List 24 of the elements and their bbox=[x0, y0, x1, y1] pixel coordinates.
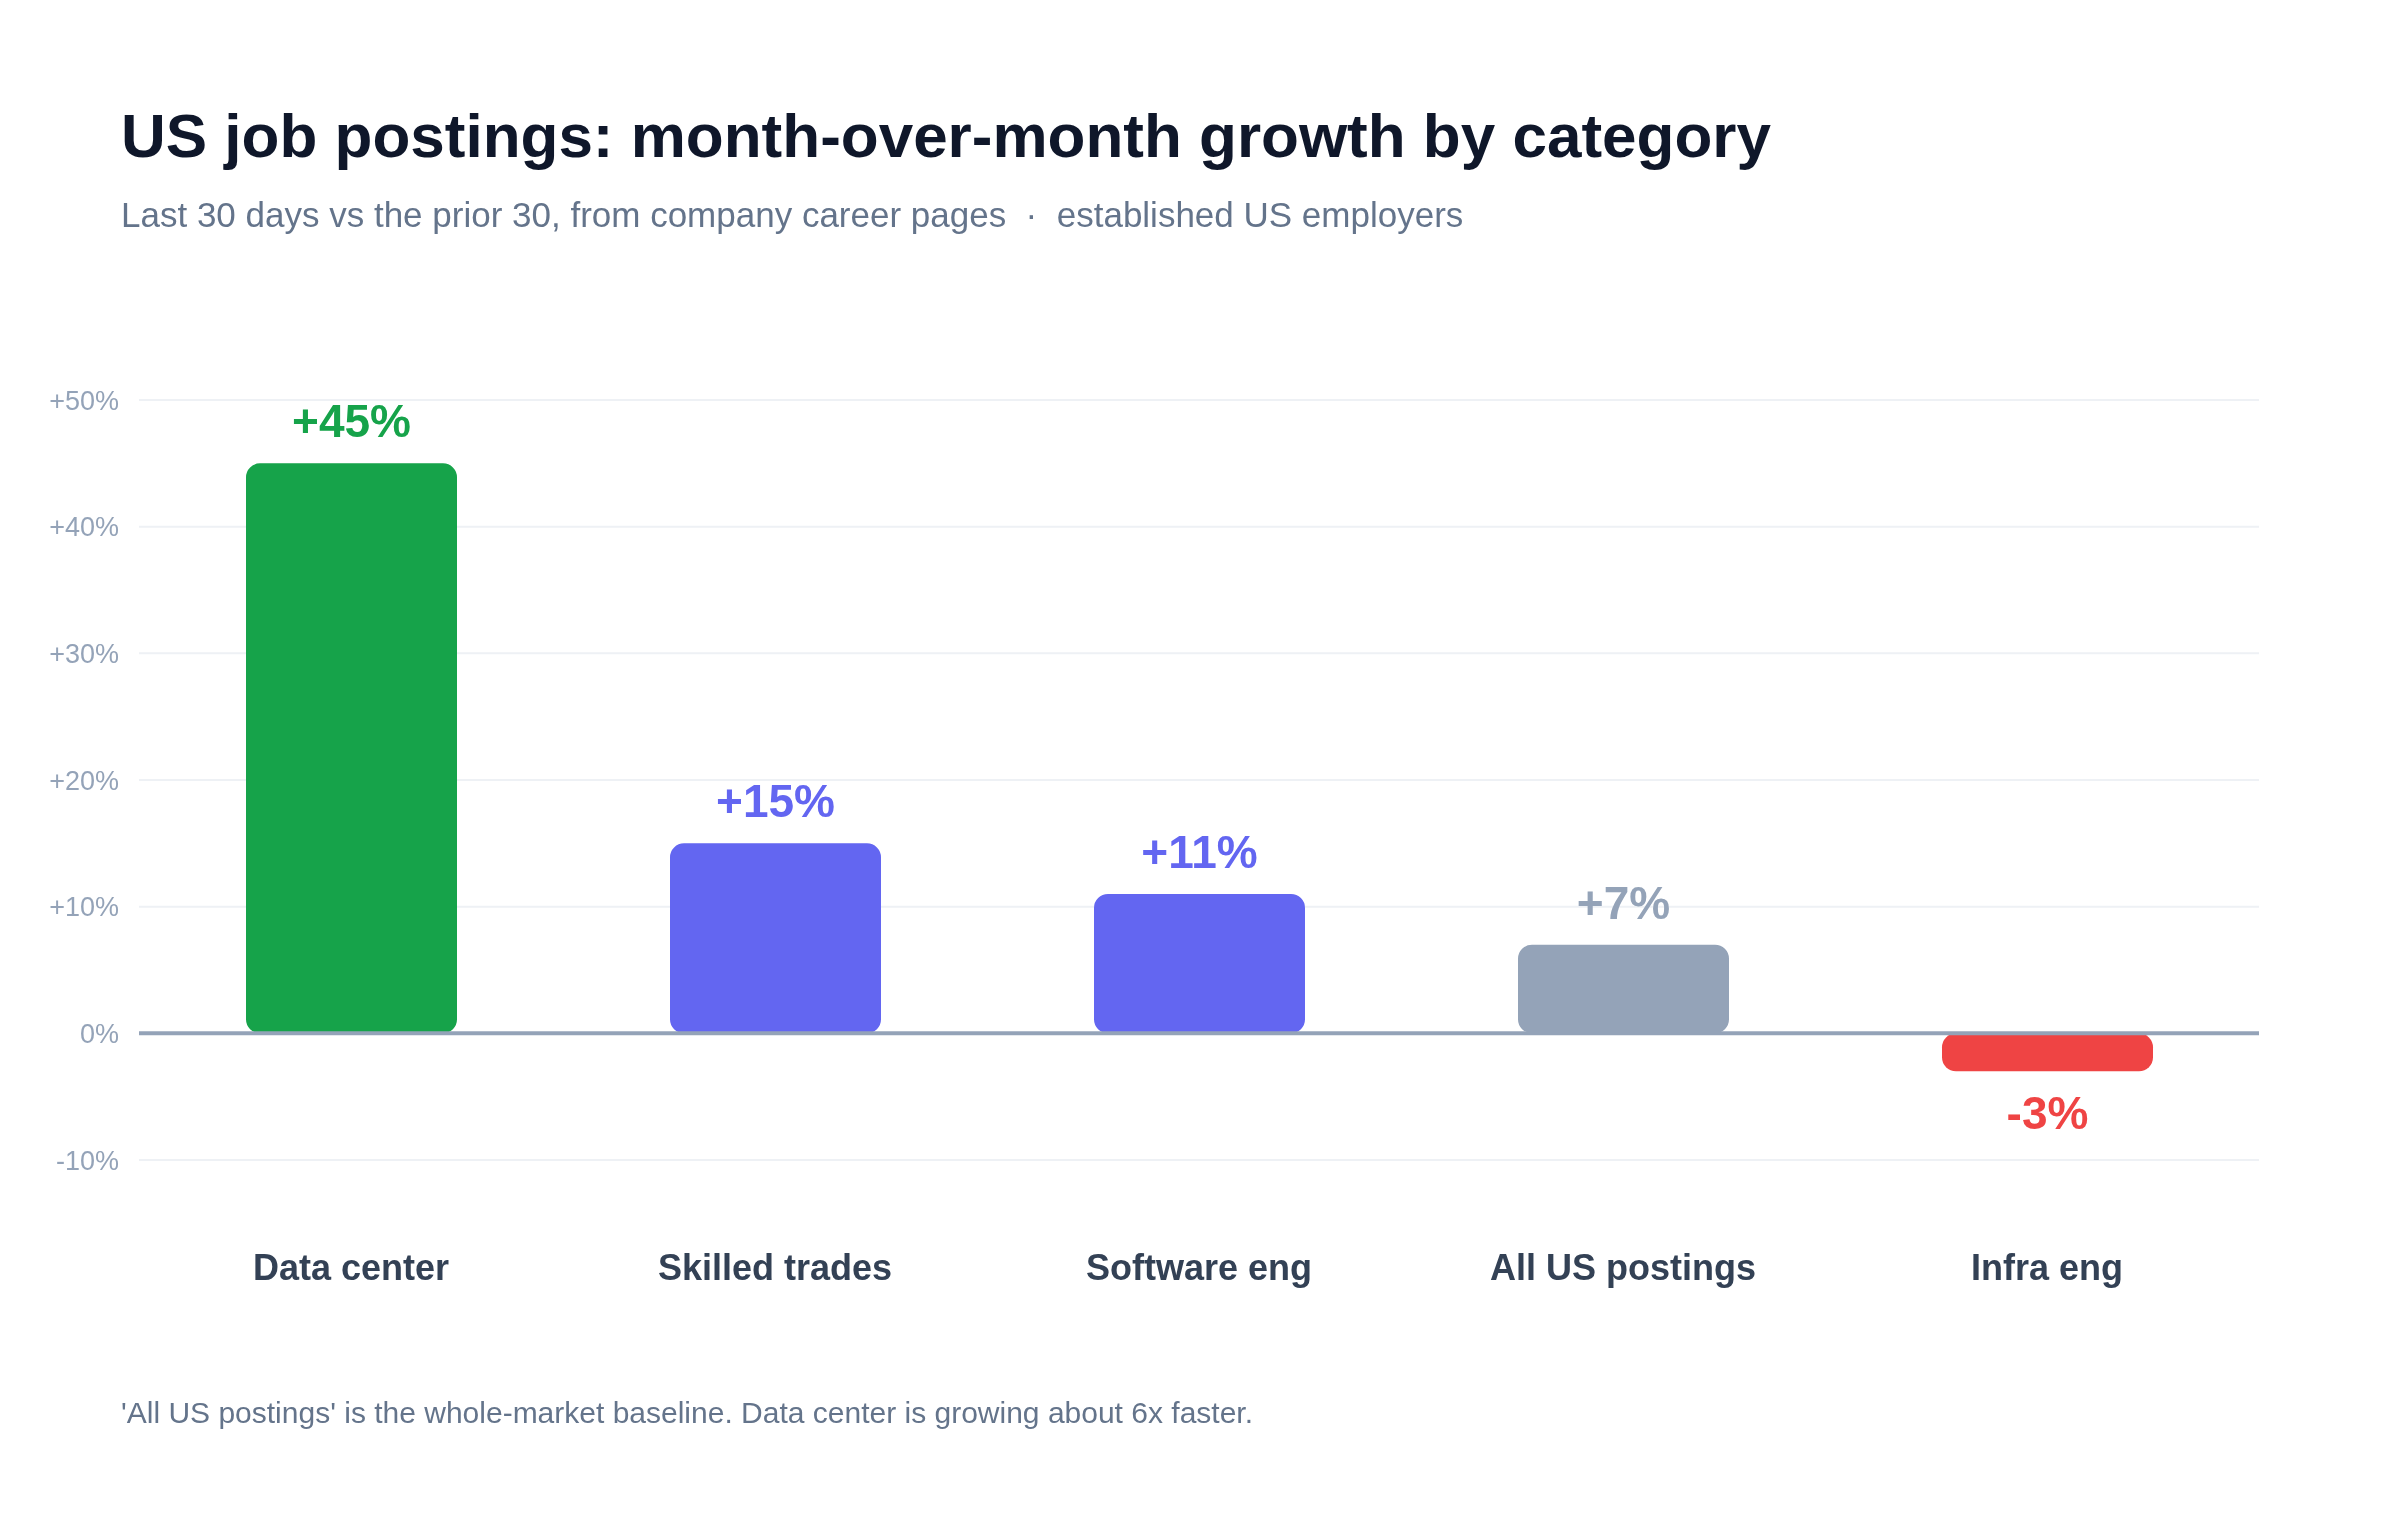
x-tick-label: All US postings bbox=[1489, 1246, 1757, 1288]
x-tick-label: Infra eng bbox=[1970, 1246, 2124, 1288]
y-tick-label: +30% bbox=[49, 638, 119, 669]
y-tick-label: +50% bbox=[49, 385, 119, 416]
text: 'All US postings' is the whole-market baseline. Data center is growing about 6x faster. bbox=[121, 1395, 1254, 1431]
bar bbox=[670, 843, 881, 1034]
y-tick-label: +40% bbox=[49, 512, 119, 543]
data-label: -3% bbox=[2006, 1087, 2089, 1140]
data-label: +15% bbox=[716, 775, 835, 828]
x-tick-label: Data center bbox=[252, 1246, 450, 1288]
y-tick-label: +10% bbox=[49, 892, 119, 923]
y-tick-label: 0% bbox=[79, 1018, 119, 1049]
y-tick-label: -10% bbox=[55, 1145, 119, 1176]
bar bbox=[1094, 894, 1305, 1034]
x-tick-label: Skilled trades bbox=[657, 1246, 893, 1288]
bar bbox=[246, 463, 457, 1034]
bar bbox=[1942, 1033, 2153, 1072]
data-label: +45% bbox=[292, 395, 411, 448]
x-tick-label: Software eng bbox=[1085, 1246, 1313, 1288]
chart-title: US job postings: month-over-month growth by category bbox=[121, 100, 1771, 172]
y-tick-label: +20% bbox=[49, 765, 119, 796]
data-label: +7% bbox=[1576, 876, 1671, 929]
chart-subtitle: Last 30 days vs the prior 30, from company career pages · established US employers bbox=[121, 194, 1464, 236]
data-label: +11% bbox=[1141, 826, 1258, 878]
